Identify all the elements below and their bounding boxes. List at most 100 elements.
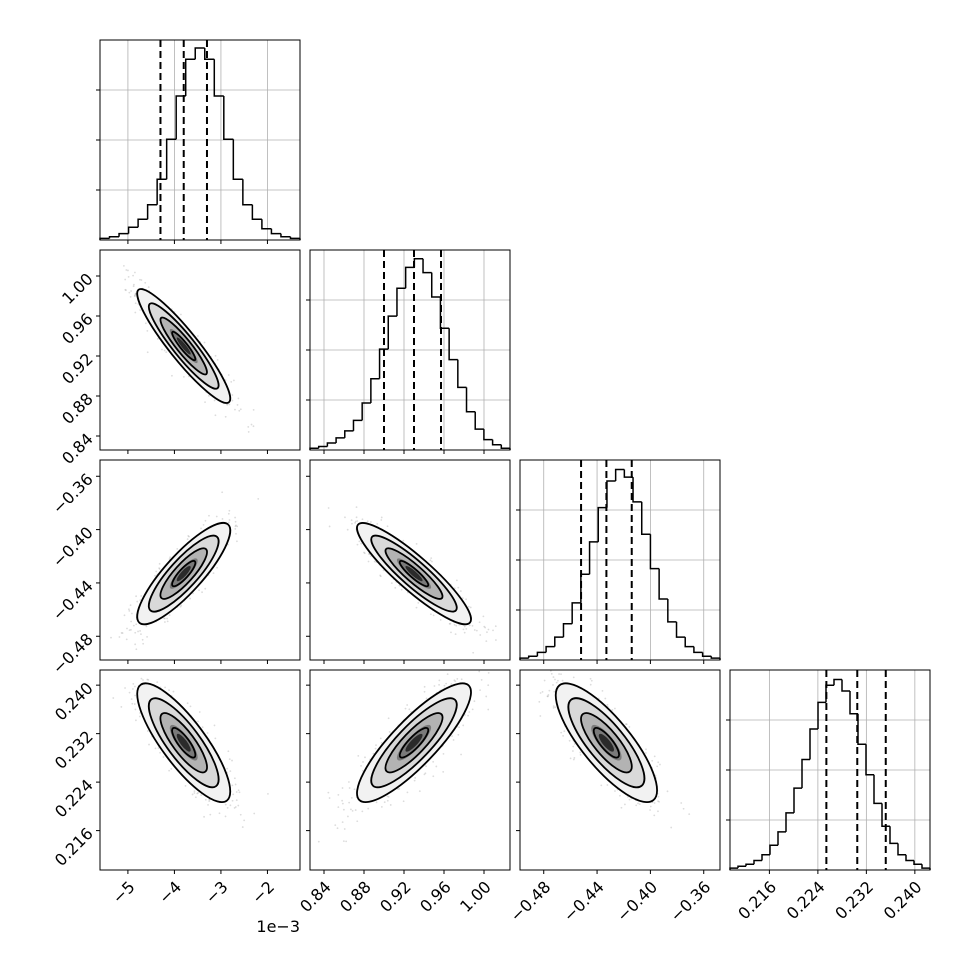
sample-point	[129, 296, 132, 298]
sample-point	[625, 723, 627, 725]
panel-3-3	[726, 669, 931, 874]
sample-point	[614, 790, 616, 792]
hist-bin	[527, 655, 538, 659]
sample-point	[453, 623, 456, 626]
x-tick-label: 0.92	[376, 877, 415, 916]
sample-point	[390, 582, 393, 585]
sample-point	[144, 281, 147, 284]
sample-point	[136, 600, 139, 603]
sample-point	[226, 403, 228, 406]
sample-point	[215, 515, 218, 518]
hist-bin	[387, 315, 397, 350]
sample-point	[680, 802, 683, 804]
sample-point	[553, 690, 556, 693]
sample-point	[228, 519, 231, 521]
sample-point	[132, 285, 135, 288]
sample-point	[562, 734, 565, 737]
sample-point	[457, 733, 460, 736]
sample-point	[239, 813, 242, 816]
sample-point	[231, 759, 233, 762]
sample-point	[682, 807, 685, 810]
sample-point	[197, 792, 200, 794]
sample-point	[558, 673, 560, 675]
sample-point	[688, 813, 691, 816]
sample-point	[463, 631, 466, 634]
sample-point	[514, 682, 516, 684]
sample-point	[328, 797, 331, 799]
x-tick-label: 0.84	[296, 877, 335, 916]
sample-point	[131, 702, 134, 705]
sample-point	[235, 799, 238, 802]
sample-point	[360, 542, 363, 545]
contour-line	[580, 712, 633, 774]
sample-point	[579, 751, 582, 754]
sample-point	[234, 520, 237, 523]
sample-point	[548, 689, 551, 692]
sample-point	[379, 575, 382, 578]
sample-point	[224, 803, 227, 806]
sample-point	[327, 791, 330, 794]
sample-point	[110, 636, 112, 639]
sample-point	[438, 679, 441, 682]
sample-point	[234, 783, 237, 786]
sample-point	[233, 777, 236, 780]
sample-point	[130, 290, 132, 292]
sample-point	[550, 672, 553, 675]
sample-point	[238, 791, 241, 794]
sample-point	[203, 815, 205, 818]
hist-bin	[649, 534, 660, 570]
sample-point	[233, 807, 236, 809]
sample-point	[162, 756, 165, 758]
sample-point	[134, 643, 137, 646]
sample-point	[376, 523, 379, 525]
sample-point	[666, 790, 669, 793]
sample-point	[146, 329, 149, 332]
sample-point	[552, 684, 554, 686]
sample-point	[465, 627, 468, 630]
sample-point	[457, 586, 460, 589]
sample-point	[317, 840, 320, 843]
sample-point	[238, 409, 241, 412]
sample-point	[139, 309, 142, 311]
sample-point	[394, 586, 397, 589]
sample-point	[656, 765, 659, 768]
sample-point	[250, 423, 253, 426]
sample-point	[455, 624, 458, 627]
panel-2-0	[96, 459, 301, 664]
sample-point	[628, 726, 631, 728]
sample-point	[413, 779, 416, 782]
sample-point	[134, 293, 137, 295]
sample-point	[360, 764, 362, 767]
sample-point	[388, 730, 391, 733]
hist-bin	[344, 430, 354, 438]
sample-point	[234, 516, 237, 519]
sample-point	[554, 678, 556, 681]
hist-bin	[841, 679, 850, 692]
sample-point	[620, 806, 623, 809]
sample-point	[334, 824, 337, 827]
sample-point	[369, 555, 372, 558]
sample-point	[247, 431, 250, 433]
sample-point	[604, 697, 607, 700]
hist-bin	[693, 646, 703, 654]
hist-bin	[817, 701, 826, 730]
y-tick-label: 0.232	[51, 727, 97, 773]
sample-point	[344, 516, 346, 519]
sample-point	[206, 732, 209, 734]
sample-point	[341, 802, 344, 805]
sample-point	[155, 570, 158, 573]
hist-bin	[242, 179, 253, 206]
hist-bin	[108, 236, 120, 239]
sample-point	[479, 634, 482, 636]
sample-point	[214, 737, 217, 740]
sample-point	[468, 624, 471, 627]
sample-point	[214, 354, 217, 357]
sample-point	[158, 568, 161, 570]
sample-point	[353, 788, 356, 791]
density-fill	[176, 733, 191, 752]
sample-point	[471, 624, 474, 627]
sample-point	[148, 743, 150, 746]
sample-point	[350, 519, 353, 522]
contour-line	[554, 682, 658, 804]
y-tick-label: 1.00	[58, 269, 97, 308]
